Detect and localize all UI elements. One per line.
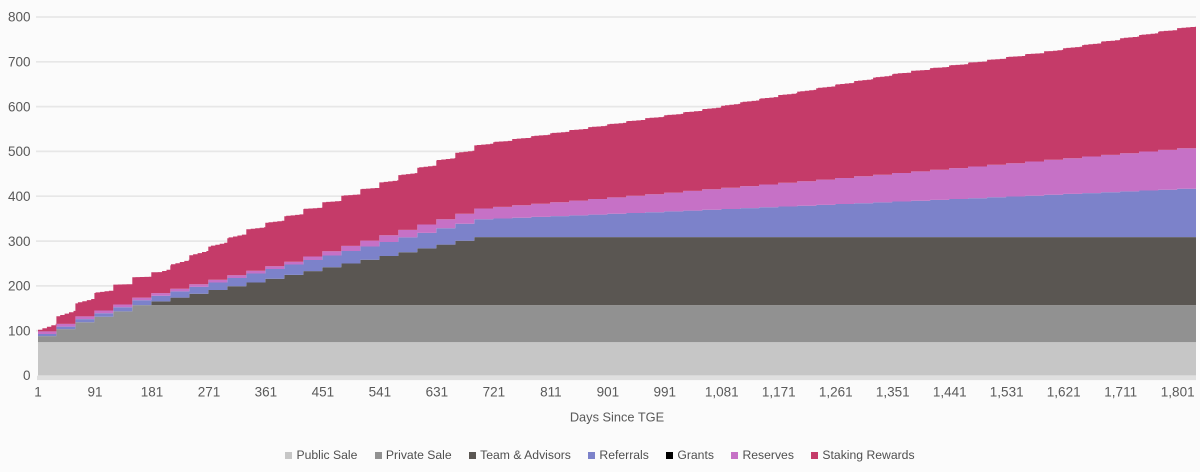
svg-text:Days Since TGE: Days Since TGE: [570, 410, 664, 425]
svg-text:541: 541: [369, 385, 392, 400]
svg-text:500: 500: [8, 144, 31, 159]
svg-text:0: 0: [23, 368, 31, 383]
svg-text:631: 631: [426, 385, 449, 400]
svg-text:1,261: 1,261: [819, 385, 853, 400]
svg-text:100: 100: [8, 323, 31, 338]
svg-text:181: 181: [141, 385, 164, 400]
svg-text:1,801: 1,801: [1161, 385, 1195, 400]
svg-text:600: 600: [8, 99, 31, 114]
svg-text:800: 800: [8, 10, 31, 25]
svg-text:811: 811: [540, 385, 562, 400]
svg-text:1: 1: [34, 385, 42, 400]
svg-text:1,531: 1,531: [990, 385, 1024, 400]
svg-text:361: 361: [255, 385, 278, 400]
svg-text:1,351: 1,351: [876, 385, 910, 400]
svg-text:721: 721: [483, 385, 506, 400]
svg-text:700: 700: [8, 55, 31, 70]
svg-text:901: 901: [597, 385, 620, 400]
svg-text:271: 271: [198, 385, 221, 400]
svg-text:400: 400: [8, 189, 31, 204]
svg-text:1,441: 1,441: [933, 385, 967, 400]
svg-text:1,171: 1,171: [762, 385, 796, 400]
svg-text:1,711: 1,711: [1104, 385, 1137, 400]
svg-text:451: 451: [312, 385, 335, 400]
svg-text:300: 300: [8, 234, 31, 249]
svg-text:991: 991: [654, 385, 677, 400]
svg-text:1,081: 1,081: [705, 385, 739, 400]
svg-text:1,621: 1,621: [1047, 385, 1081, 400]
svg-text:91: 91: [87, 385, 102, 400]
svg-text:200: 200: [8, 279, 31, 294]
